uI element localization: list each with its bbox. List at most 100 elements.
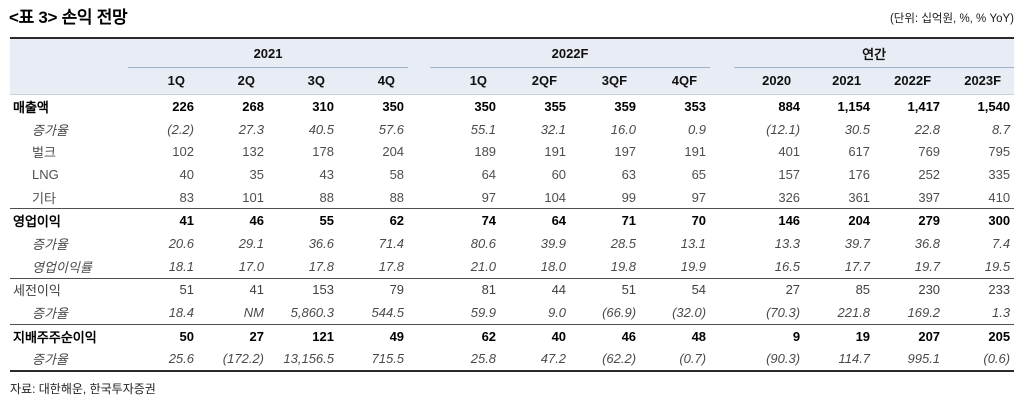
table-row: 증가율 20.6 29.1 36.6 71.4 80.6 39.9 28.5 13.1 13.3 3… [10, 232, 1014, 255]
cell: 29.1 [238, 235, 264, 251]
cell-gap [710, 323, 735, 348]
cell: 204 [804, 208, 875, 233]
table-row: 영업이익률 18.1 17.0 17.8 17.8 21.0 18.0 19.8 19.9 16.… [10, 255, 1014, 278]
cell: 279 [874, 208, 945, 233]
group-header-row: 2021 2022F 연간 [10, 38, 1015, 68]
cell: 41 [128, 208, 198, 233]
cell: 401 [778, 144, 801, 160]
unit-note: (단위: 십억원, %, % YoY) [889, 13, 1014, 25]
cell: 36.6 [308, 235, 334, 251]
cell: 39.7 [844, 235, 871, 251]
col-header-3Q: 3Q [268, 67, 338, 95]
cell: (62.2) [602, 351, 637, 367]
row-label: 기타 [32, 190, 56, 206]
cell: 18.1 [168, 258, 194, 274]
cell: 80.6 [470, 235, 497, 251]
cell: 7.4 [992, 235, 1011, 251]
cell: 55.1 [470, 121, 497, 137]
cell: 27.3 [238, 121, 264, 137]
row-label: 영업이익률 [32, 259, 92, 275]
cell: 43 [319, 166, 334, 182]
cell: 79 [338, 277, 409, 302]
cell: 191 [684, 144, 707, 160]
cell: 326 [778, 189, 801, 205]
cell-gap [710, 208, 735, 233]
cell: 85 [804, 277, 875, 302]
table-row: 기타 83 101 88 88 97 104 99 97 326 361 397 410 [10, 186, 1014, 209]
col-header-2021: 2021 [804, 67, 875, 95]
cell: 60 [551, 166, 567, 182]
cell: (2.2) [167, 121, 194, 137]
cell: (0.6) [983, 351, 1011, 367]
cell: 65 [691, 166, 707, 182]
cell: 74 [430, 208, 501, 233]
cell: 544.5 [371, 305, 405, 321]
col-header-2020: 2020 [734, 67, 805, 95]
cell: 884 [778, 98, 801, 114]
cell: (90.3) [766, 351, 801, 367]
cell: 9 [734, 323, 805, 348]
cell: 32.1 [540, 121, 567, 137]
cell: 226 [172, 98, 194, 114]
cell: 189 [474, 144, 497, 160]
cell: 0.9 [687, 121, 707, 137]
row-label: LNG [32, 166, 59, 182]
cell: 9.0 [547, 305, 567, 321]
cell: 350 [474, 98, 497, 114]
row-label: 지배주주순이익 [10, 323, 128, 348]
cell: 35 [249, 166, 264, 182]
cell: 22.8 [914, 121, 941, 137]
cell: 132 [242, 144, 264, 160]
cell: 30.5 [844, 121, 871, 137]
table-row: 증가율 (2.2) 27.3 40.5 57.6 55.1 32.1 16.0 0.9 (12.1… [10, 118, 1014, 141]
col-header-2Q: 2Q [198, 67, 268, 95]
cell: 59.9 [470, 305, 497, 321]
cell: 47.2 [540, 351, 567, 367]
cell: 99 [621, 189, 637, 205]
cell: 19.7 [914, 258, 941, 274]
cell: 361 [848, 189, 871, 205]
source-note: 자료: 대한해운, 한국투자증권 [10, 382, 156, 396]
cell: 97 [481, 189, 497, 205]
cell: 995.1 [907, 351, 941, 367]
cell-gap [408, 95, 430, 118]
cell: 20.6 [168, 235, 194, 251]
cell: 36.8 [914, 235, 941, 251]
cell: 64 [481, 166, 497, 182]
cell: 207 [874, 323, 945, 348]
cell: 19 [804, 323, 875, 348]
cell: 795 [988, 144, 1011, 160]
cell-gap [710, 348, 734, 372]
cell: 57.6 [378, 121, 405, 137]
cell: 27 [734, 277, 805, 302]
col-header-2023F: 2023F [944, 67, 1015, 95]
cell: 81 [430, 277, 501, 302]
cell: 25.8 [470, 351, 497, 367]
cell: 17.8 [308, 258, 334, 274]
cell: 88 [389, 189, 405, 205]
cell: 230 [874, 277, 945, 302]
table-row: LNG 40 35 43 58 64 60 63 65 157 176 252 335 [10, 163, 1014, 186]
col-group-2021: 2021 [128, 38, 409, 68]
row-label: 증가율 [32, 306, 68, 322]
cell: 49 [338, 323, 409, 348]
table-title: <표 3> 손익 전망 [9, 8, 128, 27]
cell: 353 [684, 98, 707, 114]
cell: 19.8 [610, 258, 637, 274]
header-corner [10, 38, 128, 68]
table-row: 증가율 25.6 (172.2) 13,156.5 715.5 25.8 47.2 (62.2… [10, 348, 1014, 372]
table-header: 2021 2022F 연간 1Q 2Q 3Q 4Q 1Q 2QF 3QF 4QF 2020 2021 20… [10, 38, 1015, 95]
cell: 18.4 [168, 305, 194, 321]
table-row: 지배주주순이익 50 27 121 49 62 40 46 48 9 19 207 205 [10, 323, 1015, 348]
header-gap [408, 67, 431, 95]
cell: (172.2) [222, 351, 264, 367]
cell: 176 [848, 166, 871, 182]
cell: 28.5 [610, 235, 637, 251]
header-corner [10, 67, 128, 95]
cell: (70.3) [766, 305, 801, 321]
cell: 62 [430, 323, 501, 348]
cell: 8.7 [992, 121, 1011, 137]
cell: 252 [918, 166, 941, 182]
cell: 97 [691, 189, 707, 205]
